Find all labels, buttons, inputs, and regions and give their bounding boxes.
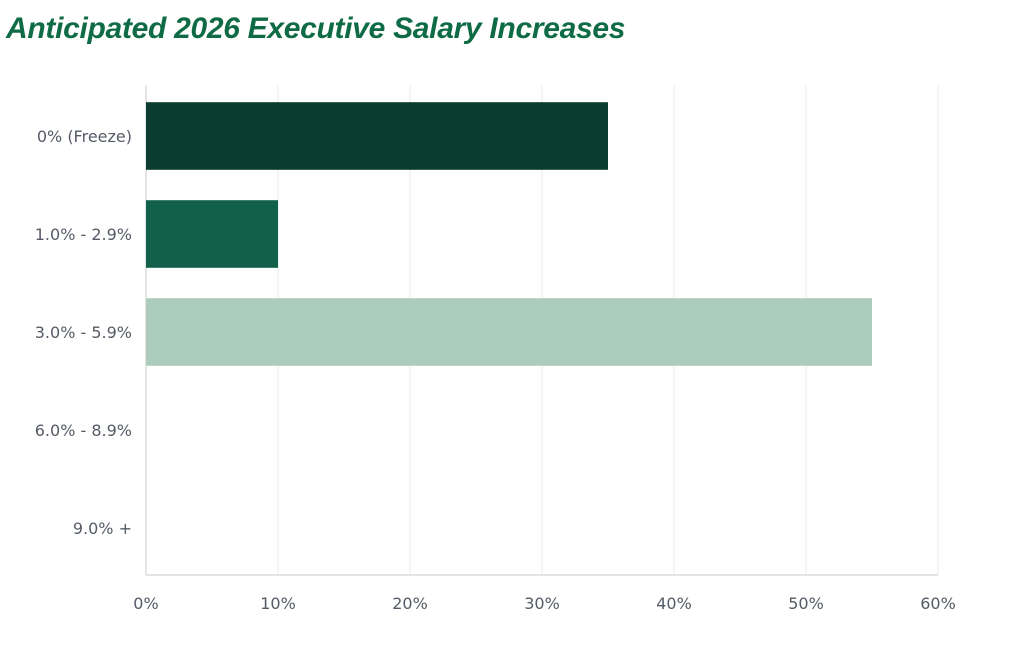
bar: [146, 200, 278, 268]
x-tick-label: 20%: [392, 594, 428, 613]
category-label: 9.0% +: [73, 519, 132, 538]
category-label: 0% (Freeze): [37, 127, 132, 146]
bar: [146, 102, 608, 170]
x-tick-label: 40%: [656, 594, 692, 613]
chart-title: Anticipated 2026 Executive Salary Increa…: [6, 12, 626, 45]
x-tick-label: 0%: [133, 594, 158, 613]
x-tick-label: 60%: [920, 594, 956, 613]
bar: [146, 298, 872, 366]
category-label: 6.0% - 8.9%: [35, 421, 132, 440]
category-label: 3.0% - 5.9%: [35, 323, 132, 342]
x-tick-label: 50%: [788, 594, 824, 613]
category-label: 1.0% - 2.9%: [35, 225, 132, 244]
x-tick-label: 30%: [524, 594, 560, 613]
x-tick-label: 10%: [260, 594, 296, 613]
